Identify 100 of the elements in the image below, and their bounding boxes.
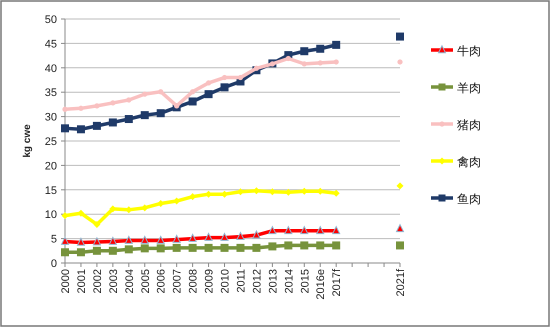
point xyxy=(108,246,117,255)
point xyxy=(190,89,196,94)
point xyxy=(92,122,101,130)
point xyxy=(140,236,149,244)
point xyxy=(188,244,197,252)
point xyxy=(140,244,149,252)
y-tick-label: 10 xyxy=(44,209,57,222)
y-tick-label: 50 xyxy=(44,14,57,26)
point xyxy=(318,60,323,66)
x-tick-label: 2014 xyxy=(283,269,296,294)
point xyxy=(92,246,101,255)
point xyxy=(396,32,404,41)
point xyxy=(316,44,324,53)
x-tick-label: 2003 xyxy=(108,269,120,294)
y-axis-title: kg cwe xyxy=(22,124,33,158)
x-tick-label: 2008 xyxy=(188,269,200,294)
point xyxy=(173,198,180,205)
point xyxy=(92,237,101,246)
y-tick-label: 5 xyxy=(50,234,57,246)
x-tick-label: 2010 xyxy=(220,269,232,294)
point xyxy=(396,241,404,250)
point xyxy=(142,92,148,97)
point xyxy=(174,103,180,108)
point xyxy=(61,248,69,256)
x-tick-label: 2015 xyxy=(299,269,312,294)
point xyxy=(334,59,339,65)
x-tick-label: 2012 xyxy=(251,269,264,294)
y-tick-label: 35 xyxy=(44,87,57,100)
point xyxy=(158,89,164,94)
point xyxy=(300,226,308,234)
legend-label: 猪肉 xyxy=(457,118,481,132)
point xyxy=(61,236,69,245)
y-tick-label: 40 xyxy=(44,62,57,75)
point xyxy=(316,241,324,250)
x-tick-label: 2007 xyxy=(172,269,184,294)
legend-label: 禽肉 xyxy=(457,155,481,169)
point xyxy=(397,59,403,65)
point xyxy=(188,234,197,242)
x-tick-label: 2016e xyxy=(315,269,328,300)
point xyxy=(156,244,165,252)
x-tick-label: 2009 xyxy=(204,269,216,294)
y-tick-label: 30 xyxy=(44,112,57,124)
point xyxy=(332,241,340,250)
point xyxy=(76,248,85,256)
x-tick-label: 2005 xyxy=(140,269,152,294)
y-tick-label: 20 xyxy=(44,160,57,172)
point xyxy=(124,245,133,254)
point xyxy=(302,61,307,67)
point xyxy=(108,118,117,126)
legend-label: 鱼肉 xyxy=(457,192,481,206)
point xyxy=(140,111,149,120)
point xyxy=(268,226,276,234)
point xyxy=(126,97,132,103)
point xyxy=(93,220,100,228)
point xyxy=(220,232,229,241)
point xyxy=(252,230,260,238)
x-tick-label: 2017f xyxy=(331,268,344,297)
point xyxy=(268,242,276,250)
point xyxy=(300,47,308,56)
point xyxy=(396,182,404,190)
point xyxy=(188,97,197,106)
point xyxy=(284,226,292,234)
y-tick-label: 0 xyxy=(50,258,57,270)
point xyxy=(316,226,324,234)
point xyxy=(204,244,213,252)
point xyxy=(94,103,100,108)
point xyxy=(156,236,165,244)
point xyxy=(206,80,212,86)
point xyxy=(76,238,85,246)
point xyxy=(332,226,340,234)
y-tick-label: 15 xyxy=(44,184,57,197)
y-tick-label: 45 xyxy=(44,38,57,50)
point xyxy=(220,83,229,92)
x-tick-label: 2004 xyxy=(124,269,136,294)
x-tick-label: 2000 xyxy=(60,269,72,294)
x-tick-label: 2021f xyxy=(395,268,407,297)
x-tick-label: 2013 xyxy=(267,269,280,294)
point xyxy=(284,241,292,250)
y-tick-label: 25 xyxy=(44,136,57,148)
point xyxy=(332,40,340,49)
point xyxy=(108,236,117,245)
point xyxy=(76,125,85,134)
point xyxy=(124,236,133,244)
x-tick-label: 2002 xyxy=(92,269,104,294)
point xyxy=(110,100,116,106)
point xyxy=(61,124,69,132)
point xyxy=(156,109,165,118)
point xyxy=(172,234,181,243)
legend-label: 羊肉 xyxy=(457,81,481,95)
point xyxy=(124,115,133,124)
point xyxy=(236,244,244,252)
point xyxy=(300,241,308,250)
x-tick-label: 2006 xyxy=(156,269,168,294)
point xyxy=(172,244,181,252)
point xyxy=(252,244,260,252)
point xyxy=(204,90,213,98)
point xyxy=(62,212,68,220)
point xyxy=(254,66,260,71)
x-tick-label: 2001 xyxy=(76,269,88,294)
x-tick-label: 2011 xyxy=(235,269,248,293)
